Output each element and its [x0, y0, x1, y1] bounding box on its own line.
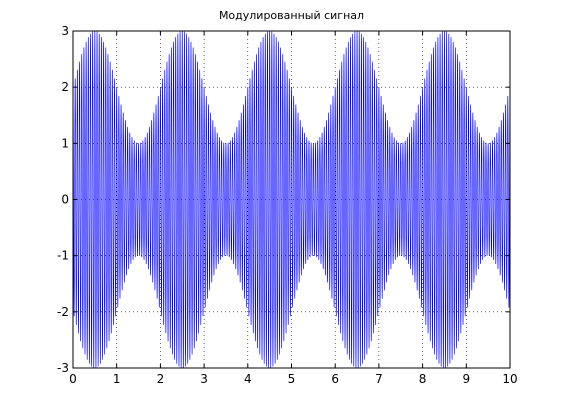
x-tick-label: 6: [331, 372, 339, 386]
x-tick-label: 7: [375, 372, 383, 386]
y-tick-label: 2: [61, 80, 69, 94]
x-tick-label: 4: [244, 372, 252, 386]
y-tick-label: 3: [61, 24, 69, 38]
y-axis-tick-labels: -3 -2 -1 0 1 2 3: [57, 24, 69, 375]
x-tick-label: 5: [288, 372, 296, 386]
x-tick-label: 0: [69, 372, 77, 386]
x-tick-label: 8: [419, 372, 427, 386]
y-tick-label: -1: [57, 249, 69, 263]
y-tick-label: -3: [57, 361, 69, 375]
chart-title: Модулированный сигнал: [218, 9, 365, 22]
x-tick-label: 10: [502, 372, 517, 386]
x-axis-tick-labels: 0 1 2 3 4 5 6 7 8 9 10: [69, 372, 517, 386]
x-tick-label: 1: [113, 372, 121, 386]
y-tick-label: 0: [61, 193, 69, 207]
series-line-modulated-signal: [72, 30, 511, 368]
x-tick-label: 3: [200, 372, 208, 386]
x-tick-label: 2: [157, 372, 165, 386]
x-tick-label: 9: [462, 372, 470, 386]
y-tick-label: -2: [57, 305, 69, 319]
axis-ticks: [72, 30, 511, 369]
y-tick-label: 1: [61, 136, 69, 150]
